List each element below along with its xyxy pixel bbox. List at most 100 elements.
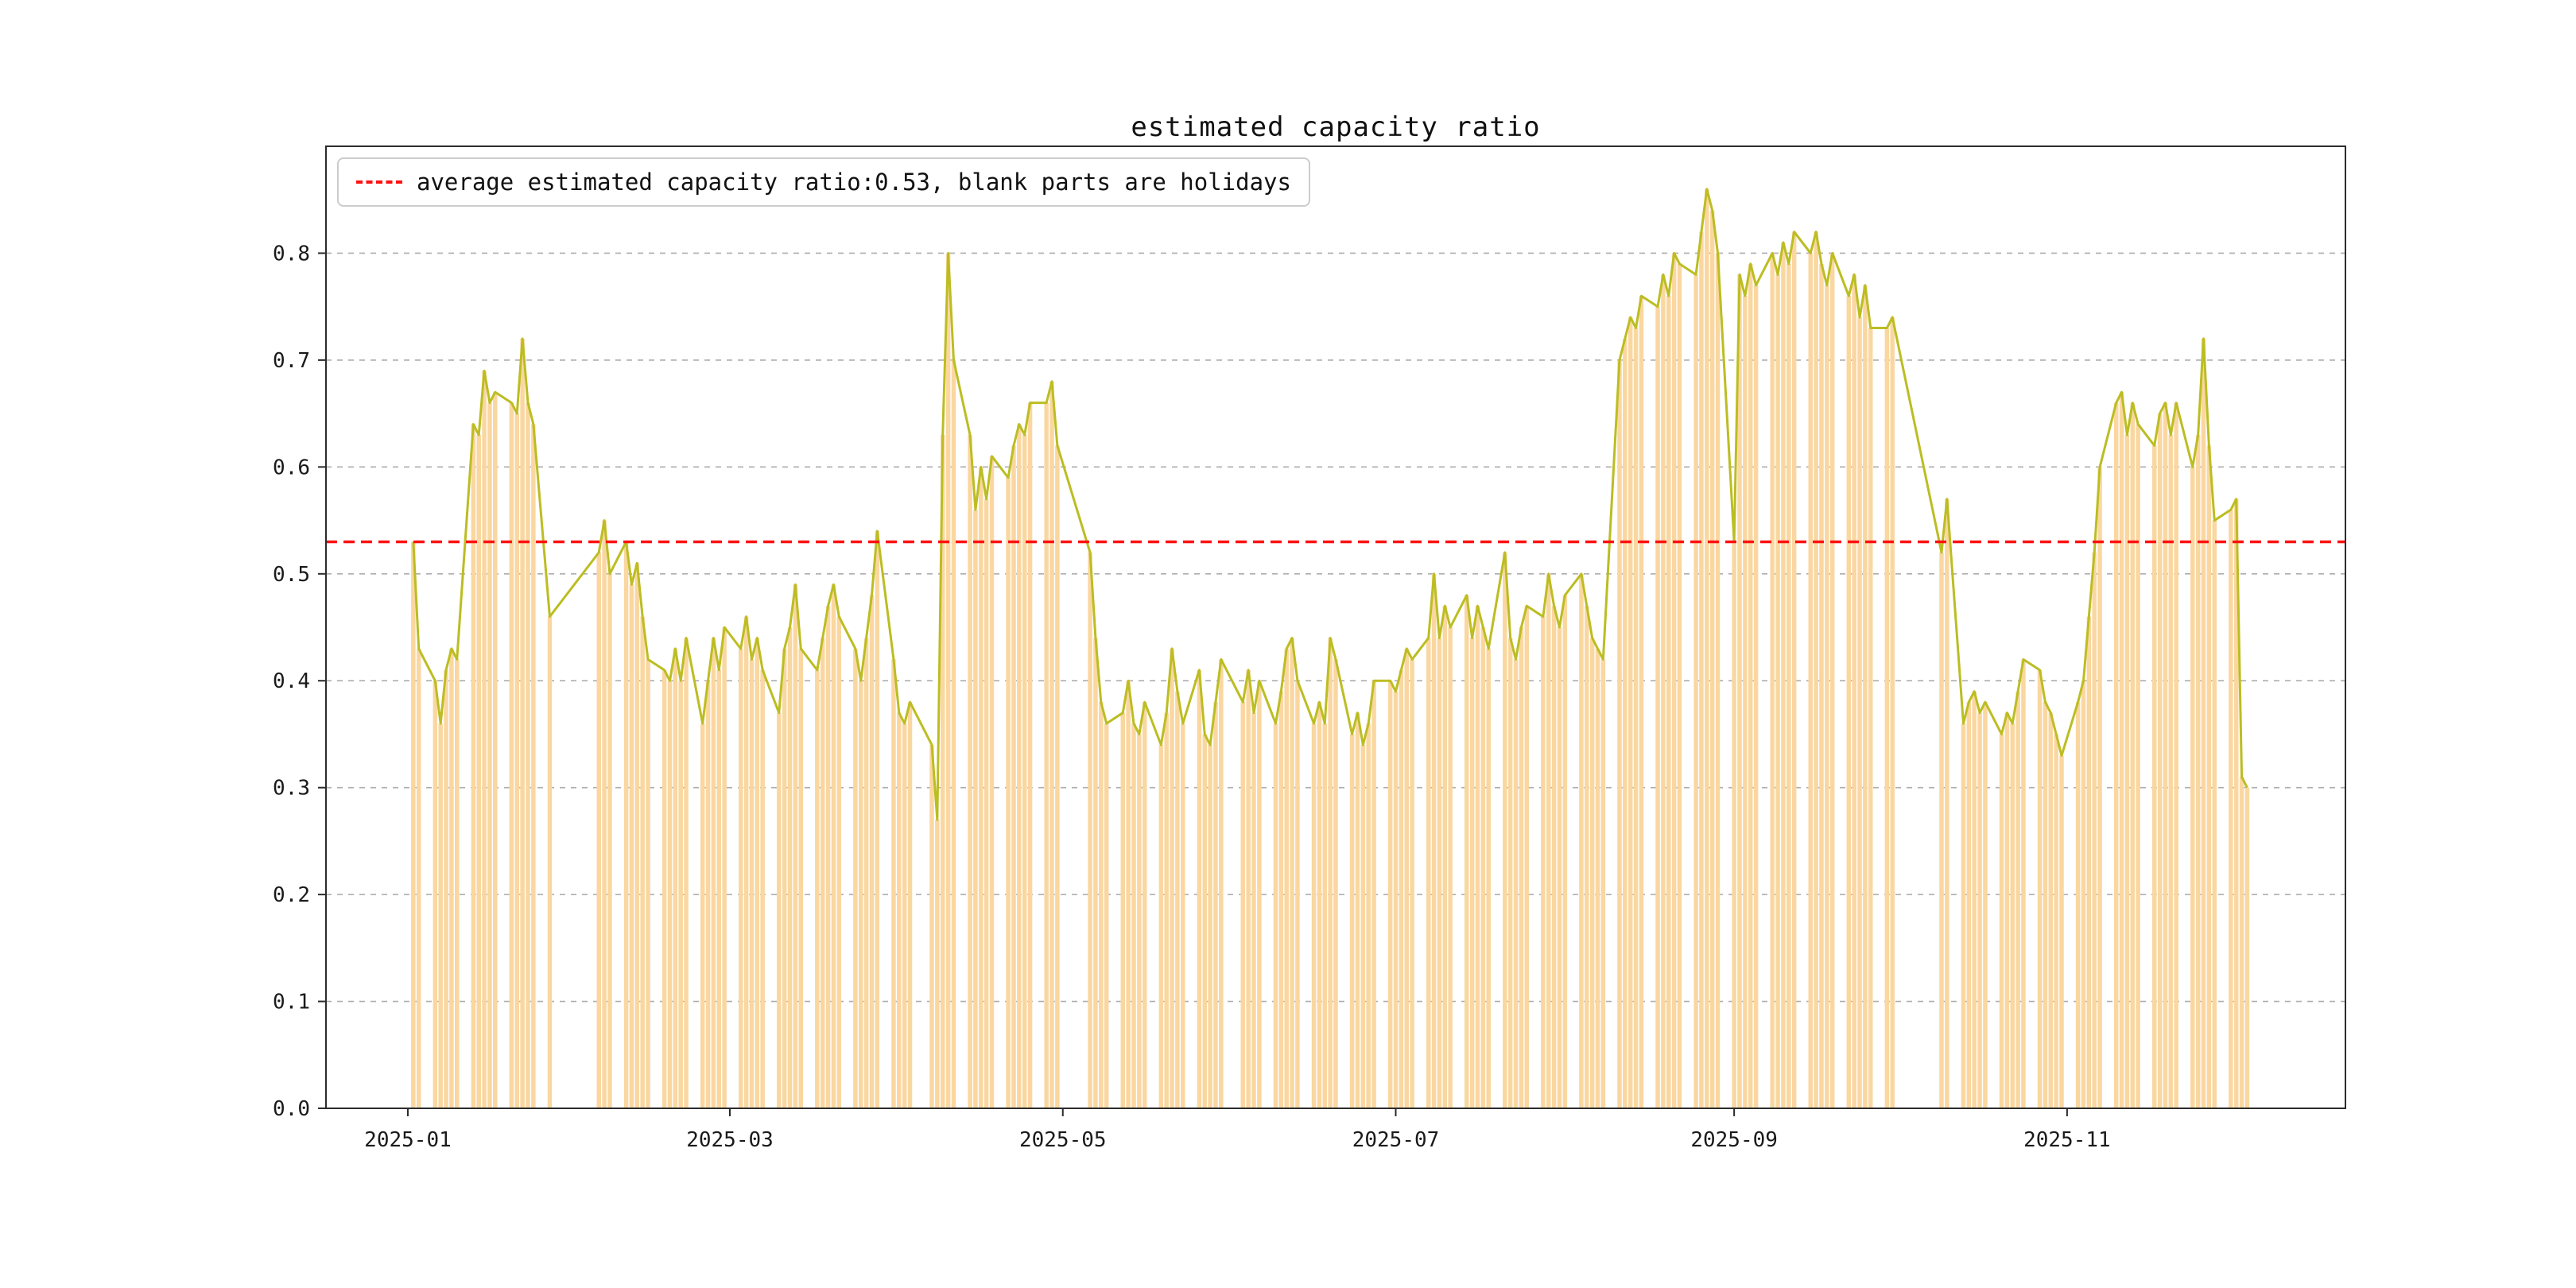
bar [831,584,836,1108]
bar [1404,648,1409,1108]
bar [1475,606,1480,1108]
bar [2081,681,2086,1108]
bar [1017,424,1022,1108]
bar [836,616,842,1108]
bar [2004,712,2010,1108]
bar [755,638,760,1108]
bar [547,616,553,1108]
bar [968,435,972,1108]
bar [444,669,448,1108]
bar [509,402,514,1108]
bar [684,638,689,1108]
bar [1349,734,1355,1108]
bar [2244,787,2250,1108]
bar [1770,253,1775,1109]
bar [1890,317,1895,1108]
bar [623,541,629,1108]
bar [863,638,869,1108]
bar [2195,435,2201,1108]
bar [1197,669,1202,1108]
bar [2206,445,2212,1108]
bar [1049,381,1054,1108]
bar [1715,253,1721,1109]
bar [1857,317,1862,1108]
bar [2048,712,2054,1108]
bar [433,681,438,1108]
y-tick-label: 0.4 [273,669,310,693]
bar [935,820,940,1108]
bar [929,744,934,1108]
bar [629,584,634,1108]
bar [1158,744,1164,1108]
bar [1666,296,1671,1109]
bar [416,648,421,1108]
bar [526,402,530,1108]
bar [1126,681,1131,1108]
bar [1311,724,1317,1108]
bar [705,681,711,1108]
bar [476,435,481,1108]
bar [2097,467,2102,1108]
bar [1170,648,1174,1108]
bar [1557,627,1562,1108]
bar [1868,328,1873,1108]
bar [2075,702,2081,1108]
bar [1781,242,1786,1108]
bar [798,648,803,1108]
bar [1322,724,1328,1108]
x-tick-label: 2025-03 [686,1128,774,1152]
bar [1966,702,1972,1108]
bar [782,648,787,1108]
bar [1945,499,1949,1108]
bar [673,648,678,1108]
bar [722,627,727,1108]
bar [2124,435,2130,1108]
bar [1541,616,1546,1108]
bar [1104,724,1109,1108]
bar [1595,648,1600,1108]
bar [1852,274,1856,1109]
bar [1829,253,1835,1109]
bar [979,467,983,1108]
bar [743,616,749,1108]
bar [1164,712,1169,1108]
bar [1022,435,1027,1108]
bar [1972,691,1977,1108]
bar [897,712,902,1108]
bar [1360,744,1366,1108]
bar [1983,702,1988,1108]
bar [1120,712,1126,1108]
bar [2059,755,2064,1108]
bar [2010,724,2015,1108]
bar [1524,606,1530,1108]
bar [1633,328,1639,1108]
bar [1737,274,1742,1109]
x-tick-label: 2025-09 [1690,1128,1778,1152]
bar [1825,285,1829,1108]
bar [1753,285,1759,1108]
bar [1181,724,1185,1108]
y-tick-label: 0.8 [273,242,310,266]
bar [1137,734,1142,1108]
bar [1088,552,1092,1108]
bar [1317,702,1322,1108]
bar [825,606,831,1108]
bar [2086,616,2092,1108]
bar [2151,445,2157,1108]
bar [787,627,793,1108]
bar [945,253,951,1109]
bar [1791,231,1797,1108]
bar [1366,724,1371,1108]
bar [607,573,612,1108]
bar [1044,402,1049,1108]
average-line-legend-swatch [356,180,402,184]
bar [1627,317,1633,1108]
bar [853,648,858,1108]
bar [1775,274,1780,1109]
bar [859,681,863,1108]
bar [1333,659,1338,1108]
bar [2201,339,2206,1108]
bar [1011,445,1016,1108]
bar [487,402,492,1108]
